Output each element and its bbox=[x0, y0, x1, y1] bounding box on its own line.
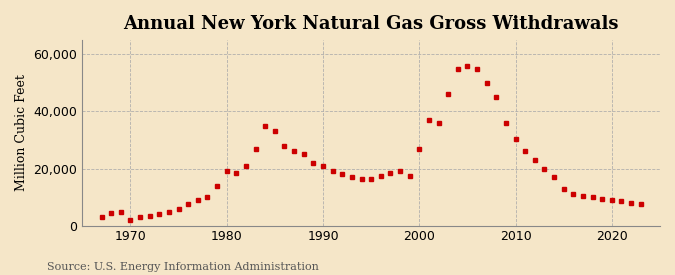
Y-axis label: Million Cubic Feet: Million Cubic Feet bbox=[15, 75, 28, 191]
Text: Source: U.S. Energy Information Administration: Source: U.S. Energy Information Administ… bbox=[47, 262, 319, 271]
Title: Annual New York Natural Gas Gross Withdrawals: Annual New York Natural Gas Gross Withdr… bbox=[124, 15, 619, 33]
